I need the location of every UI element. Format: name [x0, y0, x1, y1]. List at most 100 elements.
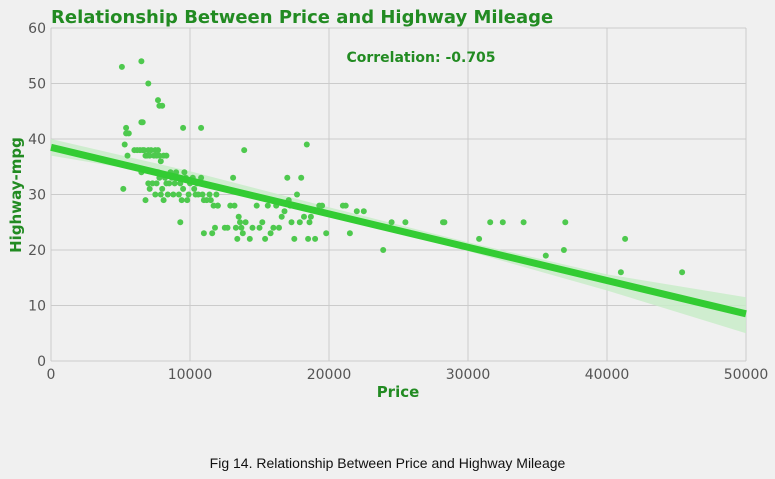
data-point-141: [542, 252, 549, 259]
correlation-annotation: Correlation: -0.705: [346, 50, 495, 66]
data-point-85: [224, 224, 231, 231]
data-point-2: [145, 80, 152, 87]
y-tick-label-4: 40: [28, 132, 46, 148]
data-point-98: [249, 224, 256, 231]
data-point-130: [353, 208, 360, 215]
tick-labels: 0 10000 20000 30000 40000 50000 0 10 20 30 40 50 60: [28, 21, 768, 383]
data-point-46: [164, 191, 171, 198]
data-point-29: [157, 158, 164, 165]
data-point-60: [184, 197, 191, 204]
data-point-37: [152, 191, 159, 198]
data-point-74: [210, 202, 217, 209]
data-point-58: [181, 169, 188, 176]
data-point-23: [148, 147, 155, 154]
data-point-6: [120, 185, 127, 192]
grid-lines: [50, 27, 747, 362]
x-tick-label-1: 10000: [168, 367, 213, 383]
data-point-80: [200, 230, 207, 237]
data-point-54: [175, 191, 182, 198]
data-point-140: [520, 219, 527, 226]
regression-line: [50, 143, 747, 318]
data-point-88: [231, 202, 238, 209]
data-point-107: [276, 224, 282, 231]
y-axis-label: Highway-mpg: [7, 137, 25, 253]
data-point-56: [178, 197, 185, 204]
data-point-123: [312, 235, 319, 242]
data-point-22: [146, 152, 153, 159]
data-point-91: [235, 213, 242, 220]
x-tick-label-5: 50000: [724, 367, 769, 383]
data-point-120: [305, 235, 312, 242]
data-point-1: [138, 58, 145, 65]
data-point-35: [146, 185, 153, 192]
y-tick-label-3: 30: [28, 188, 46, 204]
data-point-18: [141, 147, 148, 154]
data-point-5: [159, 102, 166, 109]
data-point-145: [622, 235, 629, 242]
data-point-11: [125, 130, 132, 137]
data-point-139: [499, 219, 506, 226]
y-tick-label-2: 20: [28, 243, 46, 259]
data-point-101: [259, 219, 266, 226]
data-point-131: [360, 208, 367, 215]
data-point-95: [241, 147, 248, 154]
data-point-83: [214, 202, 221, 209]
data-point-116: [296, 219, 303, 226]
data-point-61: [185, 191, 192, 198]
data-point-47: [166, 180, 173, 187]
data-point-143: [562, 219, 569, 226]
data-point-118: [301, 213, 307, 220]
data-point-142: [560, 247, 567, 253]
data-point-129: [346, 230, 353, 237]
data-point-115: [294, 191, 300, 198]
x-tick-label-2: 20000: [307, 367, 352, 383]
data-point-110: [284, 174, 291, 181]
data-point-99: [253, 202, 260, 209]
data-point-94: [239, 230, 246, 237]
data-point-50: [170, 191, 177, 198]
data-point-64: [191, 185, 198, 192]
data-point-133: [388, 219, 395, 226]
x-tick-label-3: 30000: [446, 367, 491, 383]
data-point-77: [177, 219, 184, 226]
data-point-138: [487, 219, 494, 226]
data-point-73: [207, 197, 214, 204]
data-point-126: [323, 230, 330, 237]
data-point-71: [203, 197, 210, 204]
data-point-69: [199, 191, 206, 198]
data-point-134: [402, 219, 409, 226]
data-point-103: [264, 202, 271, 209]
data-point-79: [198, 124, 205, 131]
data-point-67: [195, 191, 202, 198]
data-point-33: [142, 197, 149, 204]
data-point-109: [281, 208, 288, 215]
data-point-117: [298, 174, 305, 181]
y-tick-label-1: 10: [28, 299, 46, 315]
x-axis-label: Price: [377, 383, 420, 401]
data-point-28: [156, 152, 163, 159]
data-point-136: [441, 219, 448, 226]
data-point-16: [139, 119, 146, 126]
data-point-119: [303, 141, 310, 148]
data-point-42: [159, 185, 166, 192]
data-point-144: [617, 269, 624, 276]
data-point-108: [278, 213, 285, 220]
data-point-128: [342, 202, 349, 209]
data-point-100: [256, 224, 263, 231]
data-point-27: [155, 147, 161, 154]
data-point-81: [209, 230, 216, 237]
y-tick-label-6: 60: [28, 21, 46, 37]
data-point-68: [198, 174, 205, 181]
data-point-10: [124, 152, 131, 159]
data-point-38: [153, 180, 160, 187]
y-tick-label-0: 0: [37, 354, 46, 370]
data-point-41: [157, 191, 164, 198]
data-point-93: [238, 224, 245, 231]
data-point-96: [242, 219, 249, 226]
data-point-89: [232, 224, 239, 231]
data-point-31: [163, 152, 170, 159]
regression-line-layer: [50, 143, 747, 318]
figure-caption: Fig 14. Relationship Between Price and H…: [209, 455, 566, 471]
data-point-8: [123, 124, 130, 131]
data-point-0: [118, 63, 125, 70]
